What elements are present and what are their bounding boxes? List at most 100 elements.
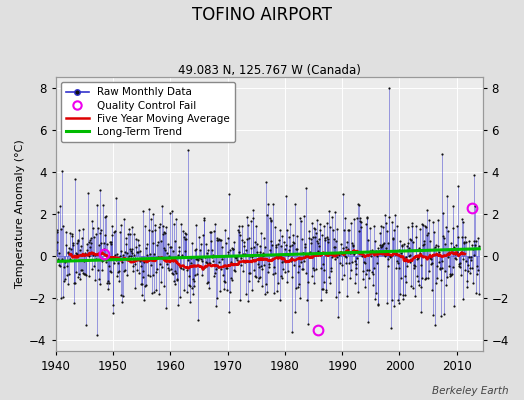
Point [176, 294, 184, 300]
Point [208, 246, 216, 253]
Point [87, 240, 95, 246]
Point [390, 212, 399, 218]
Point [53, 229, 62, 235]
Point [297, 259, 305, 266]
Point [308, 234, 316, 240]
Point [419, 222, 428, 228]
Point [301, 241, 310, 248]
Point [190, 277, 198, 284]
Point [58, 168, 67, 175]
Point [124, 231, 133, 238]
Point [99, 256, 107, 263]
Point [355, 201, 364, 208]
Point [210, 228, 219, 235]
Point [135, 242, 143, 248]
Point [237, 262, 246, 268]
Point [183, 289, 191, 295]
Point [236, 296, 244, 303]
Point [296, 215, 304, 221]
Point [166, 210, 174, 216]
Point [389, 234, 398, 241]
Point [123, 272, 131, 278]
Point [356, 218, 365, 224]
Point [213, 235, 222, 241]
Point [432, 242, 441, 249]
Point [411, 262, 419, 269]
Point [345, 227, 354, 233]
Point [277, 273, 285, 280]
Point [359, 268, 367, 274]
Point [391, 251, 399, 258]
Point [196, 246, 204, 253]
Point [319, 223, 328, 230]
Point [467, 257, 475, 263]
Point [465, 265, 474, 272]
Point [247, 218, 256, 224]
Point [135, 248, 144, 254]
Point [127, 248, 135, 254]
Point [201, 253, 209, 260]
Point [64, 281, 72, 288]
Point [451, 250, 460, 257]
Point [445, 273, 454, 279]
Point [430, 229, 438, 235]
Point [352, 271, 360, 277]
Point [265, 261, 274, 268]
Point [416, 262, 424, 268]
Point [422, 275, 430, 282]
Point [72, 269, 80, 276]
Point [294, 283, 302, 290]
Point [475, 242, 484, 249]
Point [457, 272, 465, 278]
Point [191, 272, 199, 278]
Point [173, 276, 181, 283]
Point [263, 212, 271, 218]
Point [96, 230, 105, 236]
Point [407, 237, 415, 244]
Point [365, 275, 374, 282]
Point [206, 228, 214, 235]
Point [255, 242, 264, 249]
Point [144, 272, 152, 278]
Point [76, 276, 84, 282]
Point [417, 283, 425, 290]
Point [445, 263, 453, 270]
Point [238, 237, 246, 244]
Point [378, 241, 386, 248]
Point [222, 265, 230, 272]
Point [60, 259, 69, 265]
Point [212, 294, 221, 301]
Point [185, 283, 194, 289]
Point [129, 268, 137, 274]
Point [151, 227, 160, 233]
Point [78, 267, 86, 274]
Point [353, 254, 361, 261]
Point [320, 279, 328, 285]
Point [171, 268, 180, 274]
Point [125, 226, 133, 232]
Point [90, 263, 98, 269]
Point [214, 264, 222, 270]
Point [209, 258, 217, 264]
Point [79, 226, 87, 232]
Point [195, 233, 203, 240]
Point [431, 322, 440, 328]
Point [424, 268, 433, 274]
Point [436, 313, 445, 319]
Point [352, 265, 361, 272]
Point [434, 243, 442, 250]
Point [54, 261, 63, 268]
Point [344, 246, 352, 252]
Point [270, 290, 279, 296]
Point [466, 270, 474, 276]
Point [298, 266, 306, 272]
Point [149, 240, 157, 246]
Point [314, 243, 323, 250]
Point [427, 261, 435, 268]
Point [67, 246, 75, 252]
Point [375, 248, 384, 254]
Point [319, 286, 328, 292]
Point [388, 297, 397, 303]
Point [198, 272, 206, 279]
Point [450, 243, 458, 250]
